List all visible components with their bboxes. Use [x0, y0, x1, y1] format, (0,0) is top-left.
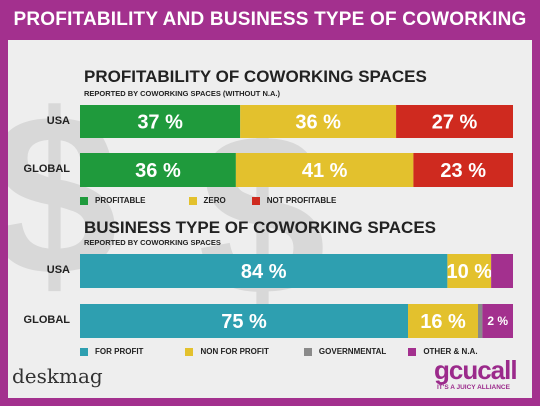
bar-segment-other-n-a-: [491, 254, 513, 288]
chart2-row-label: USA: [46, 264, 70, 276]
bar-segment-profitable: [80, 153, 236, 187]
bar-segment-not-profitable: [396, 105, 513, 138]
legend-swatch: [188, 196, 197, 205]
chart-panel: $ $: [8, 40, 532, 398]
chart2-row-label: GLOBAL: [23, 314, 70, 326]
chart1-subtitle: REPORTED BY COWORKING SPACES (WITHOUT N.…: [84, 89, 280, 98]
legend-label: PROFITABLE: [95, 196, 146, 205]
legend-swatch: [80, 196, 88, 205]
chart2-subtitle: REPORTED BY COWORKING SPACES: [84, 238, 221, 247]
chart2-title: BUSINESS TYPE OF COWORKING SPACES: [84, 218, 437, 237]
legend-label: ZERO: [203, 196, 226, 205]
bar-value-label: 36 %: [295, 112, 341, 134]
bar-segment-non-for-profit: [447, 254, 492, 288]
legend-label: GOVERNMENTAL: [318, 347, 387, 356]
legend-swatch: [251, 196, 260, 205]
legend-swatch: [303, 347, 312, 356]
bar-value-label: 16 %: [420, 311, 466, 333]
gcucall-tagline: IT'S A JUICY ALLIANCE: [437, 384, 510, 391]
bar-value-label: 10 %: [446, 261, 492, 283]
bar-value-label: 36 %: [135, 160, 181, 182]
chart1-legend: PROFITABLE ZERO NOT PROFITABLE: [80, 196, 336, 205]
bar-segment-governmental: [478, 304, 483, 338]
gcucall-logo: gcucall: [434, 355, 518, 385]
bar-value-label: 84 %: [241, 261, 287, 283]
legend-label: NOT PROFITABLE: [266, 196, 337, 205]
chart2-legend: FOR PROFIT NON FOR PROFIT GOVERNMENTAL O…: [80, 347, 478, 356]
bar-segment-zero: [240, 105, 397, 138]
bar-value-label: 75 %: [221, 311, 267, 333]
bar-value-label: 27 %: [432, 112, 478, 134]
chart1-row-label: USA: [46, 115, 70, 127]
bar-value-label: 23 %: [440, 160, 486, 182]
bar-segment-for-profit: [80, 254, 448, 288]
bar-value-label: 37 %: [137, 112, 183, 134]
bar-segment-non-for-profit: [408, 304, 479, 338]
bar-value-label: 41 %: [302, 160, 348, 182]
chart1-title: PROFITABILITY OF COWORKING SPACES: [84, 67, 427, 86]
legend-swatch: [185, 347, 194, 356]
chart1-row-label: GLOBAL: [23, 163, 70, 175]
bar-segment-other-n-a-: [482, 304, 513, 338]
legend-swatch: [408, 347, 417, 356]
legend-label: FOR PROFIT: [95, 347, 144, 356]
legend-label: NON FOR PROFIT: [200, 347, 269, 356]
bar-value-label: 2 %: [487, 314, 508, 328]
legend-label: OTHER & N.A.: [423, 347, 478, 356]
bar-segment-profitable: [80, 105, 241, 138]
bar-segment-not-profitable: [413, 153, 513, 187]
legend-swatch: [80, 347, 88, 356]
bar-segment-for-profit: [80, 304, 409, 338]
deskmag-logo: deskmag: [12, 364, 103, 388]
bar-segment-zero: [235, 153, 414, 187]
